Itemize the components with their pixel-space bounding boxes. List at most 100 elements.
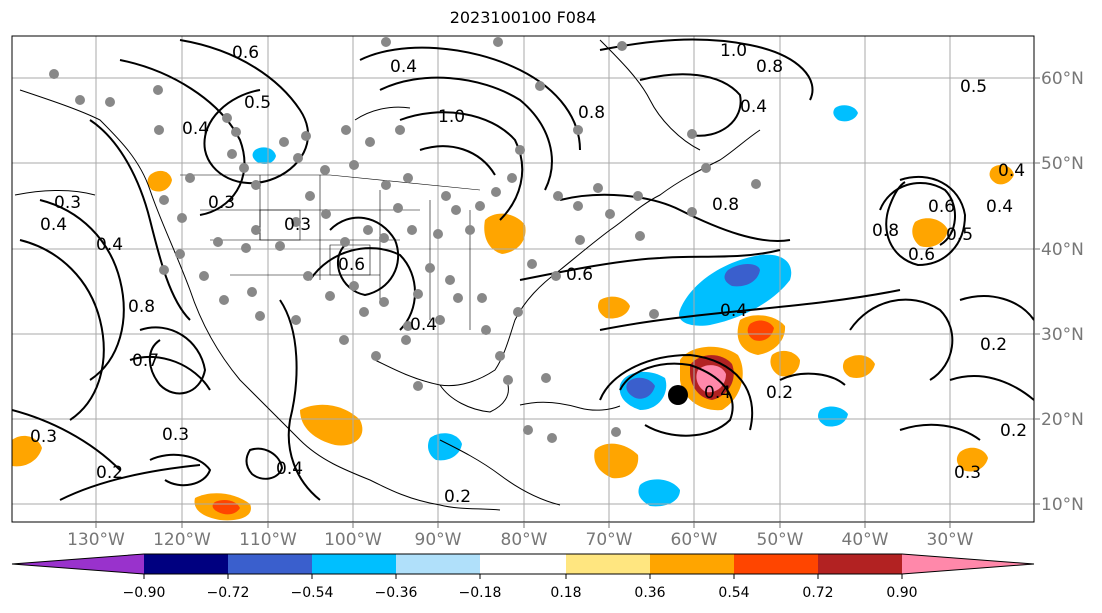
lat-label: 60°N <box>1041 69 1084 89</box>
colorbar-low-extend <box>12 554 144 574</box>
shade-blue-north <box>252 147 276 164</box>
lon-label: 90°W <box>415 530 462 550</box>
lon-label: 60°W <box>671 530 718 550</box>
shade-darkblue-east <box>724 264 760 287</box>
lon-label: 100°W <box>324 530 382 550</box>
contour-label: 0.4 <box>390 57 417 77</box>
contour-lines <box>12 38 1034 501</box>
lon-label: 110°W <box>239 530 297 550</box>
shade-orange-far-se <box>956 447 988 472</box>
colorbar-cell <box>396 554 480 574</box>
shade-darkblue-storm <box>626 377 655 399</box>
colorbar-tick-label: −0.36 <box>375 585 418 601</box>
shade-pink-storm <box>696 365 726 393</box>
graticule <box>12 36 1034 522</box>
colorbar-tick-label: 0.54 <box>718 585 749 601</box>
contour-label: 0.7 <box>132 351 159 371</box>
lat-label: 50°N <box>1041 154 1084 174</box>
shade-orange-eastpac <box>842 355 875 378</box>
contour-label: 0.2 <box>96 463 123 483</box>
contour-label: 0.4 <box>40 215 67 235</box>
lat-label: 40°N <box>1041 240 1084 260</box>
contour-label: 0.4 <box>410 315 437 335</box>
contour-label: 0.3 <box>54 193 81 213</box>
map-frame <box>11 35 1035 523</box>
lat-label: 30°N <box>1041 325 1084 345</box>
contour-label: 0.8 <box>128 297 155 317</box>
contour-label: 0.6 <box>908 245 935 265</box>
contour-label: 0.2 <box>766 383 793 403</box>
shade-blue-caribbean <box>638 479 680 507</box>
anomaly-shading <box>12 105 1014 521</box>
colorbar-tick-label: 0.90 <box>886 585 917 601</box>
axis-ticks <box>95 77 1040 528</box>
lon-label: 80°W <box>501 530 548 550</box>
colorbar-tick-label: −0.18 <box>459 585 502 601</box>
contour-label-group: 0.6 0.5 0.4 0.4 0.3 0.4 0.8 0.7 0.3 0.2 … <box>30 41 1027 507</box>
contour-label: 0.3 <box>30 427 57 447</box>
colorbar-tick-label: −0.54 <box>291 585 334 601</box>
contour-label: 0.4 <box>720 301 747 321</box>
contour-label: 0.6 <box>232 43 259 63</box>
contour-label: 0.5 <box>244 93 271 113</box>
lon-label: 120°W <box>153 530 211 550</box>
colorbar-cell <box>650 554 734 574</box>
shade-orange-gulf <box>300 404 363 446</box>
shade-orange-caribbean <box>594 443 639 479</box>
lon-label: 40°W <box>842 530 889 550</box>
contour-label: 0.4 <box>96 235 123 255</box>
shade-red-east2 <box>747 320 774 341</box>
contour-label: 0.3 <box>954 463 981 483</box>
contour-label: 0.4 <box>276 459 303 479</box>
colorbar-cell <box>228 554 312 574</box>
shade-orange-atlantic <box>912 218 948 248</box>
contour-label: 0.4 <box>998 161 1025 181</box>
station-dots <box>49 37 761 443</box>
storm-center-marker <box>668 385 688 405</box>
shade-orange-se <box>770 350 800 377</box>
lon-label: 130°W <box>67 530 125 550</box>
contour-label: 0.6 <box>928 197 955 217</box>
contour-label: 1.0 <box>720 41 747 61</box>
colorbar-tick-label: −0.72 <box>207 585 250 601</box>
colorbar-cell <box>566 554 650 574</box>
shade-blue-mid <box>818 406 848 427</box>
colorbar-tick-label: 0.36 <box>634 585 665 601</box>
shade-blue-gulf <box>428 433 462 461</box>
lon-label: 50°W <box>757 530 804 550</box>
colorbar-tick-label: 0.72 <box>802 585 833 601</box>
contour-label: 0.4 <box>986 197 1013 217</box>
map-title: 2023100100 F084 <box>449 8 597 27</box>
latitude-labels: 60°N 50°N 40°N 30°N 20°N 10°N <box>1041 69 1084 515</box>
contour-label: 0.6 <box>338 255 365 275</box>
colorbar-high-extend <box>902 554 1034 574</box>
longitude-labels: 130°W 120°W 110°W 100°W 90°W 80°W 70°W 6… <box>67 530 974 550</box>
contour-label: 0.8 <box>712 195 739 215</box>
shade-blue-north2 <box>833 105 858 122</box>
contour-label: 0.4 <box>182 119 209 139</box>
shade-blue-east <box>679 254 792 326</box>
coastlines <box>14 39 761 511</box>
colorbar: −0.90 −0.72 −0.54 −0.36 −0.18 0.18 0.36 … <box>11 553 1035 601</box>
contour-label: 0.8 <box>578 103 605 123</box>
contour-label: 0.3 <box>208 193 235 213</box>
shade-orange-pnw <box>147 170 172 192</box>
colorbar-cell <box>818 554 902 574</box>
colorbar-tick-label: −0.90 <box>123 585 166 601</box>
contour-label: 0.3 <box>284 215 311 235</box>
shade-orange-sw <box>598 296 630 319</box>
contour-label: 0.2 <box>1000 421 1027 441</box>
contour-label: 0.8 <box>756 57 783 77</box>
lat-label: 20°N <box>1041 410 1084 430</box>
colorbar-cell <box>312 554 396 574</box>
shade-orange-ne-us <box>484 213 526 254</box>
colorbar-cell <box>144 554 228 574</box>
contour-label: 0.8 <box>872 221 899 241</box>
lon-label: 70°W <box>586 530 633 550</box>
contour-label: 0.4 <box>704 383 731 403</box>
colorbar-cell <box>734 554 818 574</box>
colorbar-cell <box>480 554 566 574</box>
contour-label: 0.2 <box>980 335 1007 355</box>
shade-orange-pac-west <box>12 435 42 467</box>
